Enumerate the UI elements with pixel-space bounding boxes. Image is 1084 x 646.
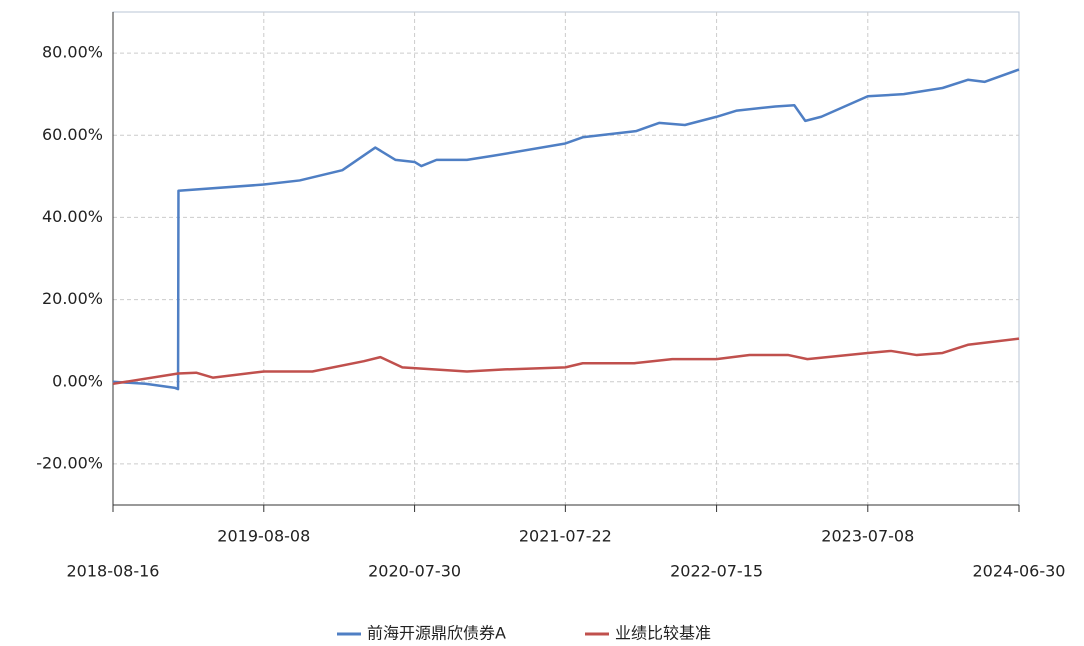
plot-border bbox=[112, 11, 1020, 506]
y-tick-label: 20.00% bbox=[42, 289, 103, 308]
series-line bbox=[112, 68, 1020, 391]
legend-label: 业绩比较基准 bbox=[615, 624, 711, 643]
series-line bbox=[112, 337, 1020, 386]
legend-label: 前海开源鼎欣债券A bbox=[367, 624, 506, 643]
x-tick-label: 2018-08-16 bbox=[67, 562, 160, 581]
x-tick-label: 2023-07-08 bbox=[821, 527, 914, 546]
y-tick-label: 0.00% bbox=[52, 371, 103, 390]
y-tick-label: -20.00% bbox=[36, 453, 103, 472]
y-tick-label: 60.00% bbox=[42, 125, 103, 144]
y-tick-label: 80.00% bbox=[42, 43, 103, 62]
x-tick-label: 2020-07-30 bbox=[368, 562, 461, 581]
x-tick-label: 2019-08-08 bbox=[217, 527, 310, 546]
y-tick-label: 40.00% bbox=[42, 207, 103, 226]
x-tick-label: 2021-07-22 bbox=[519, 527, 612, 546]
x-tick-label: 2022-07-15 bbox=[670, 562, 763, 581]
x-tick-label: 2024-06-30 bbox=[973, 562, 1066, 581]
